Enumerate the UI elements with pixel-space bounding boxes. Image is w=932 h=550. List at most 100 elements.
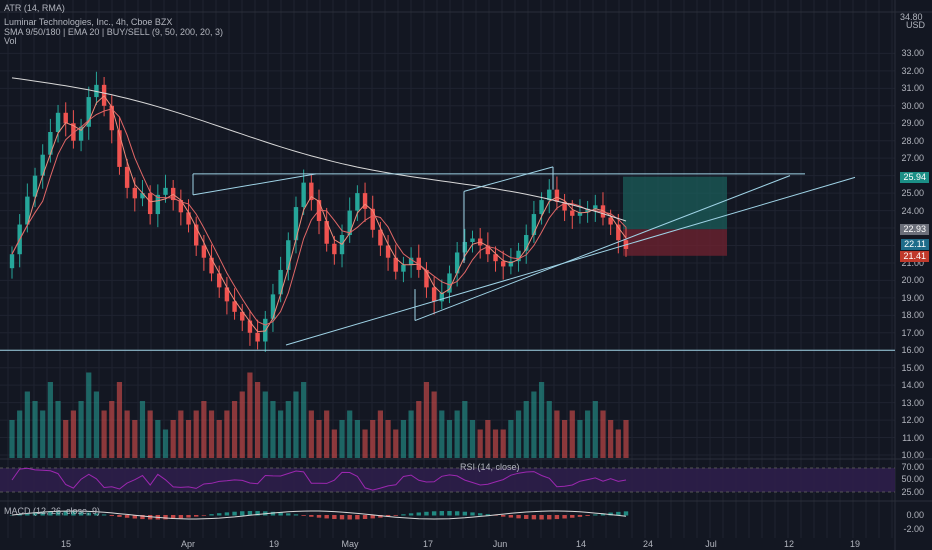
macd-histogram-bar [178,515,184,519]
candle-body [593,205,598,209]
macd-histogram-bar [339,515,345,520]
volume-bar [24,391,30,458]
candle-body [186,212,191,225]
volume-bar [347,410,353,458]
candle-body [147,193,153,215]
macd-histogram-bar [316,515,322,518]
macd-histogram-bar [593,514,598,516]
atr-label: ATR (14, RMA) [4,3,65,13]
volume-bar [538,382,545,458]
macd-histogram-bar [370,515,375,519]
symbol-title[interactable]: Luminar Technologies, Inc., 4h, Cboe BZX [4,17,173,27]
macd-histogram-bar [355,515,360,520]
price-tick: 27.00 [901,153,924,164]
volume-bar [454,410,460,458]
price-tag: 21.41 [900,250,929,262]
macd-histogram-bar [562,515,567,519]
candle-body [539,200,544,215]
support-line [414,175,791,322]
rsi-label[interactable]: RSI (14, close) [460,462,520,472]
volume-bar [239,391,245,458]
macd-histogram-bar [132,515,137,519]
volume-bar [109,401,115,458]
volume-bar [515,410,522,458]
price-tick: 14.00 [901,380,924,391]
volume-label[interactable]: Vol [4,36,17,46]
macd-histogram-bar [224,512,230,516]
time-tick: Jun [492,539,508,549]
moving-averages [11,77,627,333]
macd-tick: 0.00 [906,510,924,520]
rsi-tick: 50.00 [901,474,924,484]
macd-histogram-bar [240,511,245,516]
macd-histogram-bar [531,515,537,520]
macd-histogram-bar [286,513,291,516]
volume-bar [508,420,514,458]
target-zone [623,176,727,230]
candle-body [55,112,61,132]
macd-histogram-bar [508,515,514,518]
macd-histogram-bar [332,515,337,520]
sma-short-line [11,108,627,326]
volume-bar [615,429,621,458]
price-tick: 20.00 [901,275,924,286]
volume-bar [477,429,483,458]
macd-label[interactable]: MACD (12, 26, close, 9) [4,506,101,516]
price-tag: 25.94 [900,171,929,183]
candle-body [40,154,45,176]
candle-body [362,193,368,209]
macd-line [11,510,627,520]
volume-bar [469,420,476,458]
volume-bar [9,420,15,458]
volume-bar [500,429,506,458]
candle-body [462,241,468,253]
candle-body [447,273,452,293]
time-tick: 14 [575,539,587,549]
volume-bar [416,401,422,458]
volume-bar [339,420,345,458]
candle-body [600,205,606,218]
macd-histogram-bar [101,514,107,516]
price-tick: 12.00 [901,415,924,426]
macd-histogram-bar [140,515,145,520]
macd-histogram-bar [278,512,283,516]
price-tag: 22.11 [901,238,929,250]
volume-bar [523,401,529,458]
macd-pane [9,510,629,520]
price-tick: 13.00 [901,397,924,408]
time-tick: Apr [180,539,196,549]
macd-histogram-bar [9,515,15,516]
candle-body [577,212,583,216]
price-tag: 22.93 [900,224,929,236]
candle-body [585,208,590,213]
macd-histogram-bar [362,515,368,520]
macd-histogram-bar [608,512,613,516]
macd-histogram-bar [270,511,276,516]
candle-body [178,200,184,213]
indicators-label[interactable]: SMA 9/50/180 | EMA 20 | BUY/SELL (9, 50,… [4,27,223,37]
volume-bar [170,420,176,458]
trend-line [192,173,317,196]
volume-bar [331,429,337,458]
macd-histogram-bar [547,515,552,520]
position-zones [623,176,727,256]
price-tick: 32.00 [901,65,924,76]
macd-histogram-bar [516,515,521,519]
macd-histogram-bar [539,515,544,520]
macd-histogram-bar [393,515,398,516]
volume-bar [86,372,92,458]
candle-body [9,254,15,269]
macd-histogram-bar [600,513,606,516]
price-tick: 17.00 [901,327,924,338]
candle-body [232,301,237,312]
volume-bar [485,420,491,458]
volume-bar [592,401,598,458]
candle-body [616,224,621,241]
macd-histogram-bar [385,515,391,517]
support-line [285,176,856,346]
volume-bar [324,410,330,458]
volume-bar [224,410,230,458]
volume-bar [70,410,76,458]
